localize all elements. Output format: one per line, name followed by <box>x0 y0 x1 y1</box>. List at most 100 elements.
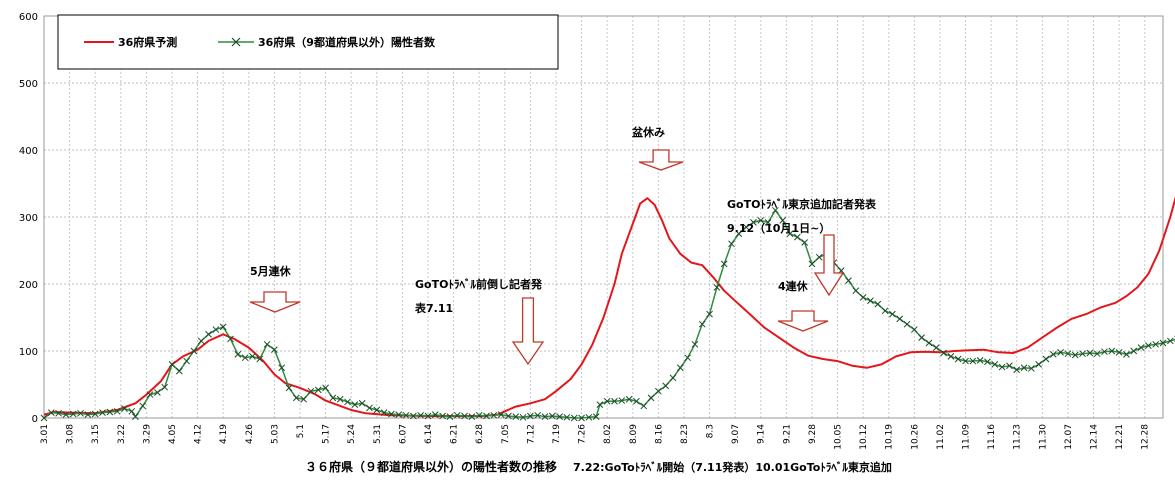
data-point-marker <box>1064 350 1072 358</box>
x-tick-label: 6.21 <box>450 424 460 444</box>
annotation-arrow-icon <box>249 291 301 313</box>
data-point-marker <box>1079 350 1086 358</box>
x-tick-label: 7.05 <box>501 424 511 444</box>
data-point-marker <box>563 413 571 421</box>
x-tick-label: 6.28 <box>475 424 485 444</box>
data-point-marker <box>263 340 271 348</box>
annotation-arrow-icon <box>511 297 545 366</box>
data-point-marker <box>183 357 190 365</box>
data-point-marker <box>603 397 611 405</box>
data-point-marker <box>1093 350 1101 358</box>
x-tick-label: 7.19 <box>552 424 562 444</box>
x-tick-label: 8.09 <box>629 424 639 444</box>
data-point-marker <box>556 413 563 421</box>
legend: 36府県予測 36府県（9都道府県以外）陽性者数 <box>57 14 559 70</box>
legend-label-predicted: 36府県予測 <box>118 35 177 49</box>
data-point-marker <box>439 412 446 420</box>
annotation-label: 4連休 <box>778 279 809 293</box>
x-tick-label: 7.26 <box>578 424 588 444</box>
data-point-marker <box>271 346 278 354</box>
data-point-marker <box>728 240 735 248</box>
data-point-marker <box>676 364 684 372</box>
data-point-marker <box>998 363 1006 371</box>
data-point-marker <box>548 412 556 420</box>
data-point-marker <box>329 394 337 402</box>
y-tick-label: 200 <box>19 280 38 291</box>
data-point-marker <box>519 413 527 421</box>
legend-box <box>57 14 559 70</box>
data-point-marker <box>461 412 468 420</box>
x-tick-label: 10.19 <box>885 424 895 450</box>
data-point-marker <box>431 411 439 419</box>
x-tick-label: 6.07 <box>398 424 408 444</box>
x-tick-label: 4.19 <box>219 424 229 444</box>
x-tick-label: 10.26 <box>910 424 920 450</box>
data-point-marker <box>1035 361 1043 368</box>
x-tick-label: 3.01 <box>40 424 50 444</box>
legend-x-marker <box>231 37 241 47</box>
data-point-marker <box>1166 337 1174 345</box>
data-point-marker <box>175 367 183 375</box>
x-tick-label: 11.02 <box>936 424 946 450</box>
data-point-marker <box>984 358 991 366</box>
x-tick-label: 8.3 <box>706 424 716 438</box>
data-point-marker <box>976 357 984 364</box>
data-point-marker <box>706 310 713 318</box>
data-point-marker <box>307 387 315 395</box>
data-point-marker <box>249 353 256 360</box>
data-point-marker <box>684 354 691 362</box>
data-point-marker <box>633 397 640 405</box>
data-point-marker <box>585 413 593 421</box>
data-point-marker <box>713 283 721 291</box>
data-point-marker <box>278 364 286 372</box>
data-point-marker <box>366 404 373 412</box>
series-line <box>43 196 1175 417</box>
x-tick-label: 12.21 <box>1115 424 1125 450</box>
data-point-marker <box>867 297 874 305</box>
data-point-marker <box>121 405 128 412</box>
data-point-marker <box>113 407 121 415</box>
data-point-marker <box>1152 340 1160 348</box>
data-point-marker <box>497 411 505 419</box>
y-tick-label: 0 <box>32 414 38 425</box>
data-point-marker <box>881 307 889 315</box>
data-point-marker <box>1130 347 1138 355</box>
annotation-label: 5月連休 <box>250 264 292 278</box>
data-point-marker <box>801 239 808 246</box>
data-point-marker <box>1020 364 1028 372</box>
data-point-marker <box>161 383 169 391</box>
data-point-marker <box>483 412 490 420</box>
data-point-marker <box>99 409 106 416</box>
data-point-marker <box>205 330 212 338</box>
x-tick-label: 12.14 <box>1090 424 1100 450</box>
annotation-arrow-icon <box>638 149 684 171</box>
x-tick-label: 5.31 <box>373 424 383 444</box>
data-point-marker <box>592 413 600 421</box>
x-tick-label: 9.14 <box>757 424 767 444</box>
data-point-marker <box>380 409 388 416</box>
data-point-marker <box>647 394 655 402</box>
x-tick-label: 11.30 <box>1038 424 1048 450</box>
y-tick-label: 500 <box>19 79 38 90</box>
x-tick-label: 4.12 <box>194 424 204 444</box>
data-point-marker <box>292 394 300 402</box>
data-point-marker <box>395 411 403 419</box>
data-point-marker <box>735 230 743 238</box>
y-tick-label: 100 <box>19 347 38 358</box>
data-point-marker <box>611 397 618 405</box>
data-point-marker <box>417 411 425 419</box>
data-point-marker <box>793 233 801 241</box>
data-point-marker <box>512 413 520 421</box>
data-point-marker <box>940 349 947 357</box>
data-point-marker <box>534 411 542 419</box>
x-tick-label: 5.03 <box>270 424 280 444</box>
data-point-marker <box>336 395 344 403</box>
data-point-marker <box>139 402 147 410</box>
data-point-marker <box>1108 347 1116 355</box>
data-point-marker <box>925 339 933 347</box>
data-point-marker <box>409 412 417 420</box>
data-point-marker <box>527 412 534 420</box>
data-point-marker <box>903 320 911 328</box>
data-point-marker <box>424 412 432 420</box>
